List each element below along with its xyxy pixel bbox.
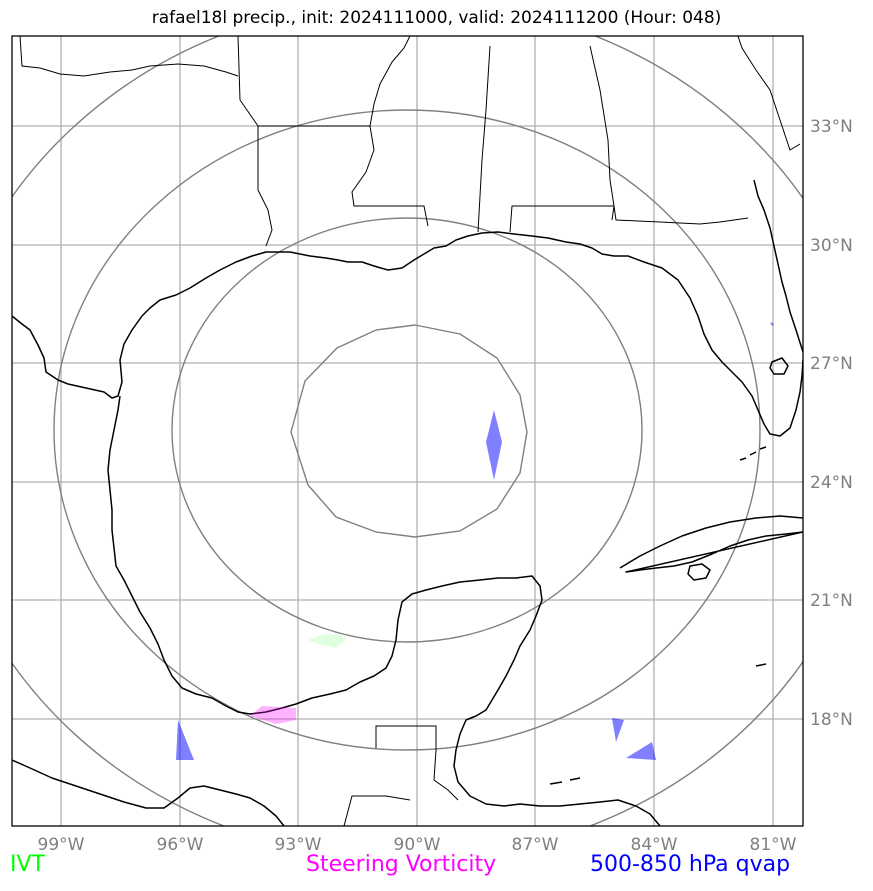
lake-okeechobee <box>769 357 789 375</box>
range-ring-1 <box>290 324 528 538</box>
lat-label-21n: 21°N <box>810 591 853 611</box>
border-tx-la <box>257 126 273 247</box>
isle-of-youth <box>687 563 711 581</box>
lat-tick-labels: 33°N 30°N 27°N 24°N 21°N 18°N <box>810 117 853 730</box>
pacific-coast <box>12 759 285 826</box>
lon-label-90w: 90°W <box>394 835 441 855</box>
lon-label-81w: 81°W <box>750 835 797 855</box>
border-ms-al-2 <box>477 45 491 233</box>
cayman-island <box>755 663 767 667</box>
lat-label-30n: 30°N <box>810 236 853 256</box>
qvap-patch-5 <box>770 322 774 326</box>
range-ring-2 <box>171 217 643 643</box>
steering-vorticity-patch <box>250 706 296 724</box>
qvap-patch-2 <box>176 720 194 760</box>
border-mx-gt-2 <box>343 795 411 826</box>
florida-keys <box>739 446 767 461</box>
lon-label-87w: 87°W <box>512 835 559 855</box>
lon-label-96w: 96°W <box>157 835 204 855</box>
coastlines <box>12 179 803 826</box>
qvap-patch-4 <box>626 742 656 760</box>
legend-steering-vorticity: Steering Vorticity <box>306 852 497 877</box>
border-ms-al <box>369 36 411 127</box>
border-mx-us <box>237 36 259 127</box>
gulf-coast-west <box>107 395 543 715</box>
florida-east-coast <box>753 179 803 353</box>
border-mx-gt <box>375 725 459 801</box>
lat-label-18n: 18°N <box>810 710 853 730</box>
border-tx-ok <box>19 36 239 77</box>
border-la-ms <box>351 125 429 227</box>
qvap-patch-1 <box>486 410 502 480</box>
yucatan-east-coast <box>453 699 661 826</box>
cuba-outline <box>619 515 803 573</box>
legend-qvap: 500-850 hPa qvap <box>590 852 791 877</box>
qvap-patch-3 <box>612 718 624 742</box>
border-al-ga <box>589 45 615 221</box>
plot-frame <box>11 35 804 827</box>
lat-label-33n: 33°N <box>810 117 853 137</box>
lon-label-84w: 84°W <box>631 835 678 855</box>
legend-ivt: IVT <box>10 852 45 877</box>
border-ga-sc <box>737 36 801 151</box>
gulf-coast-north <box>12 231 803 437</box>
range-rings <box>12 36 803 826</box>
political-borders <box>19 36 801 826</box>
lon-label-99w: 99°W <box>38 835 85 855</box>
map-title: rafael18l precip., init: 2024111000, val… <box>151 8 722 28</box>
lat-label-24n: 24°N <box>810 473 853 493</box>
honduras-islands <box>549 777 581 785</box>
border-al-fl <box>509 205 749 233</box>
ivt-patch-1 <box>308 634 346 648</box>
lon-label-93w: 93°W <box>275 835 322 855</box>
range-ring-3 <box>53 109 761 751</box>
lat-label-27n: 27°N <box>810 354 853 374</box>
lon-tick-labels: 99°W 96°W 93°W 90°W 87°W 84°W 81°W <box>38 835 797 855</box>
lat-lon-grid <box>12 36 803 826</box>
